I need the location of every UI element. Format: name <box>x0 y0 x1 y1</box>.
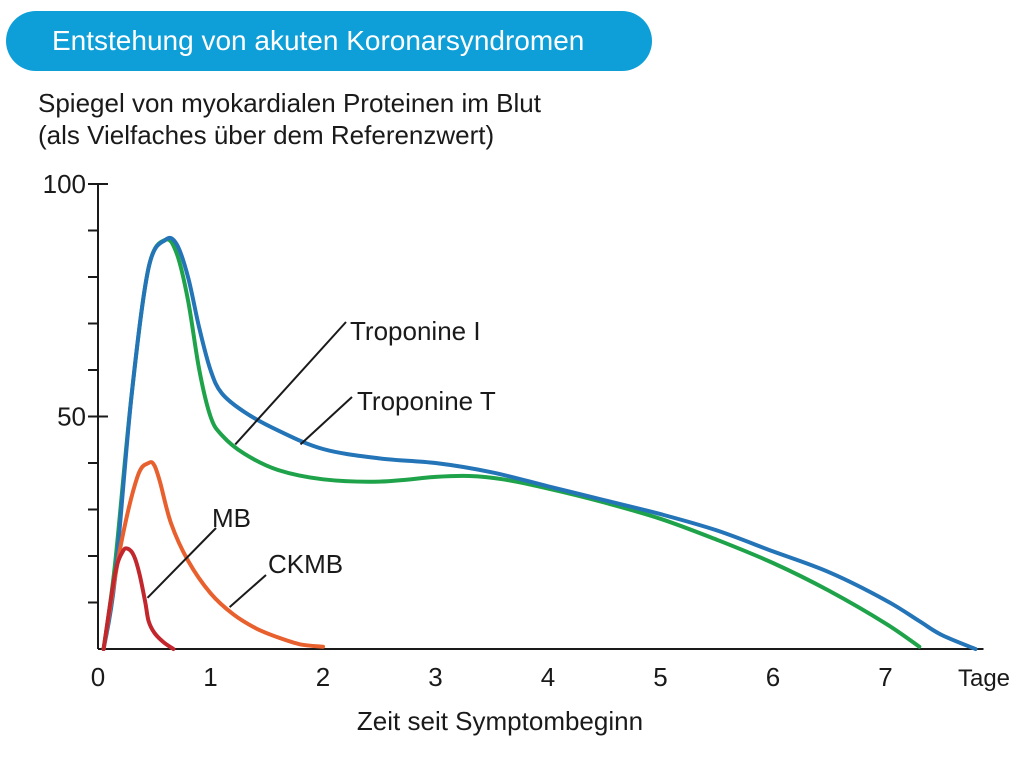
annotation-label: Troponine I <box>350 316 481 346</box>
x-tick-label: 5 <box>653 662 667 692</box>
axes: 50 100 0 1 2 3 4 5 6 7 <box>43 169 984 692</box>
annotation-label: Troponine T <box>357 386 496 416</box>
series-line-mb <box>101 546 176 651</box>
y-axis-label-line2: (als Vielfaches über dem Referenzwert) <box>38 120 495 150</box>
x-tick-label: 7 <box>878 662 892 692</box>
annotation-leader-line <box>228 574 267 608</box>
series-line-ckmb <box>101 460 325 651</box>
x-tick-label: 4 <box>541 662 555 692</box>
x-axis-label: Zeit seit Symptombeginn <box>357 706 643 736</box>
y-tick-label: 50 <box>57 402 86 432</box>
annotation-label: MB <box>212 503 251 533</box>
x-axis-unit: Tage <box>958 665 1010 692</box>
x-tick-label: 2 <box>316 662 330 692</box>
series-line-troponine-t <box>101 237 922 651</box>
chart-title: Entstehung von akuten Koronarsyndromen <box>52 25 585 56</box>
y-axis-label-line1: Spiegel von myokardialen Proteinen im Bl… <box>38 88 541 118</box>
y-tick-label: 100 <box>43 169 86 199</box>
x-tick-label: 6 <box>766 662 780 692</box>
annotation-label: CKMB <box>268 549 343 579</box>
x-tick-label: 3 <box>428 662 442 692</box>
y-axis-label: Spiegel von myokardialen Proteinen im Bl… <box>38 87 541 151</box>
annotation-leader-line <box>299 396 353 446</box>
series-lines <box>101 235 978 651</box>
x-tick-label: 0 <box>91 662 105 692</box>
title-banner: Entstehung von akuten Koronarsyndromen <box>6 11 652 71</box>
annotation-leader-line <box>146 527 217 599</box>
annotation-labels: Troponine I Troponine T MB CKMB <box>146 316 496 608</box>
x-tick-label: 1 <box>203 662 217 692</box>
series-line-troponine-i <box>101 235 978 651</box>
annotation-leader-line <box>234 321 347 446</box>
